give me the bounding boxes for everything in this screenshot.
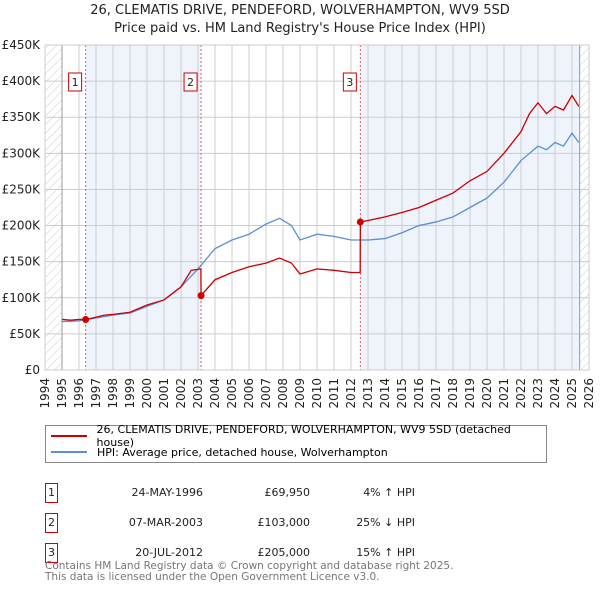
property-series-line — [61, 94, 580, 321]
x-tick-label: 2016 — [412, 378, 426, 409]
y-tick-label: £350K — [2, 110, 42, 124]
sale-price: £205,000 — [257, 546, 311, 559]
sale-point — [356, 218, 364, 226]
x-tick-label: 1998 — [106, 378, 120, 409]
y-tick-label: £250K — [2, 182, 42, 196]
sale-date: 20-JUL-2012 — [135, 546, 203, 559]
plot-border — [44, 44, 590, 371]
sale-marker-box — [342, 72, 357, 92]
x-tick-label: 2018 — [446, 378, 460, 409]
x-tick-label: 1997 — [89, 378, 103, 409]
x-tick-label: 2007 — [259, 378, 273, 409]
x-tick-label: 2002 — [174, 378, 188, 409]
x-tick-label: 2019 — [463, 378, 477, 409]
sale-point — [197, 292, 205, 300]
sale-marker-badge: 1 — [45, 483, 58, 503]
x-tick-label: 2001 — [157, 378, 171, 409]
sale-hpi-change: 25% ↓ HPI — [356, 516, 415, 529]
x-tick-label: 1996 — [72, 378, 86, 409]
sale-date: 07-MAR-2003 — [128, 516, 203, 529]
sale-marker-badge: 2 — [45, 513, 58, 533]
x-tick-label: 2008 — [276, 378, 290, 409]
legend-label: 26, CLEMATIS DRIVE, PENDEFORD, WOLVERHAM… — [96, 423, 511, 449]
x-tick-label: 2022 — [514, 378, 528, 409]
sale-point — [82, 315, 90, 323]
sale-marker-label: 2 — [187, 76, 194, 89]
y-tick-label: £100K — [2, 291, 42, 305]
x-tick-label: 2021 — [497, 378, 511, 409]
transaction-row: 2 07-MAR-2003 £103,000 25% ↓ HPI — [45, 513, 445, 533]
sale-marker-box — [183, 72, 198, 92]
x-tick-label: 2026 — [582, 378, 596, 409]
y-tick-label: £150K — [2, 255, 42, 269]
sale-marker-label: 3 — [346, 76, 353, 89]
transaction-row: 1 24-MAY-1996 £69,950 4% ↑ HPI — [45, 483, 445, 503]
y-tick-label: £400K — [2, 74, 42, 88]
footer-line-1: Contains HM Land Registry data © Crown c… — [45, 560, 454, 572]
y-tick-label: £300K — [2, 146, 42, 160]
sale-price: £69,950 — [264, 486, 311, 499]
x-tick-label: 2012 — [344, 378, 358, 409]
footer: Contains HM Land Registry data © Crown c… — [45, 561, 453, 583]
legend: 26, CLEMATIS DRIVE, PENDEFORD, WOLVERHAM… — [45, 423, 547, 463]
x-tick-label: 2017 — [429, 378, 443, 409]
hatched-no-data-region — [45, 45, 62, 370]
x-tick-label: 2003 — [191, 378, 205, 409]
legend-swatch-blue — [51, 451, 87, 453]
x-tick-label: 1994 — [38, 378, 52, 409]
x-tick-label: 2013 — [361, 378, 375, 409]
y-tick-label: £200K — [2, 219, 42, 233]
legend-item-hpi: HPI: Average price, detached house, Wolv… — [46, 444, 388, 460]
x-tick-label: 1995 — [55, 378, 69, 409]
x-tick-label: 2025 — [565, 378, 579, 409]
x-tick-label: 2015 — [395, 378, 409, 409]
x-tick-label: 2000 — [140, 378, 154, 409]
y-tick-label: £0 — [25, 363, 40, 377]
footer-line-2: This data is licensed under the Open Gov… — [45, 571, 380, 583]
chart-subtitle: Price paid vs. HM Land Registry's House … — [114, 21, 486, 36]
legend-swatch-red — [51, 435, 87, 437]
x-tick-label: 2010 — [310, 378, 324, 409]
x-tick-label: 2014 — [378, 378, 392, 409]
shaded-ownership-period — [85, 45, 202, 370]
x-tick-label: 2006 — [242, 378, 256, 409]
sale-price: £103,000 — [257, 516, 311, 529]
y-tick-label: £50K — [9, 327, 41, 341]
sale-hpi-change: 15% ↑ HPI — [356, 546, 415, 559]
plot-area: 1994 1995 1996 1997 1998 1999 2000 2001 2002 2003… — [2, 38, 596, 409]
legend-label: HPI: Average price, detached house, Wolv… — [97, 445, 388, 459]
x-tick-label: 2005 — [225, 378, 239, 409]
x-tick-label: 2011 — [327, 378, 341, 409]
sale-marker-badge: 3 — [45, 543, 58, 563]
x-tick-label: 2023 — [531, 378, 545, 409]
x-tick-label: 2004 — [208, 378, 222, 409]
legend-item-property: 26, CLEMATIS DRIVE, PENDEFORD, WOLVERHAM… — [46, 423, 546, 449]
sale-date: 24-MAY-1996 — [131, 486, 203, 499]
chart-title: 26, CLEMATIS DRIVE, PENDEFORD, WOLVERHAM… — [90, 3, 510, 18]
sale-hpi-change: 4% ↑ HPI — [363, 486, 415, 499]
x-tick-label: 2020 — [480, 378, 494, 409]
hatched-no-data-region — [579, 45, 589, 370]
sale-marker-box — [68, 72, 83, 92]
x-tick-label: 2009 — [293, 378, 307, 409]
x-tick-label: 2024 — [548, 378, 562, 409]
y-tick-label: £450K — [2, 38, 42, 52]
sale-marker-label: 1 — [72, 76, 79, 89]
x-tick-label: 1999 — [123, 378, 137, 409]
transaction-row: 3 20-JUL-2012 £205,000 15% ↑ HPI — [45, 543, 445, 563]
